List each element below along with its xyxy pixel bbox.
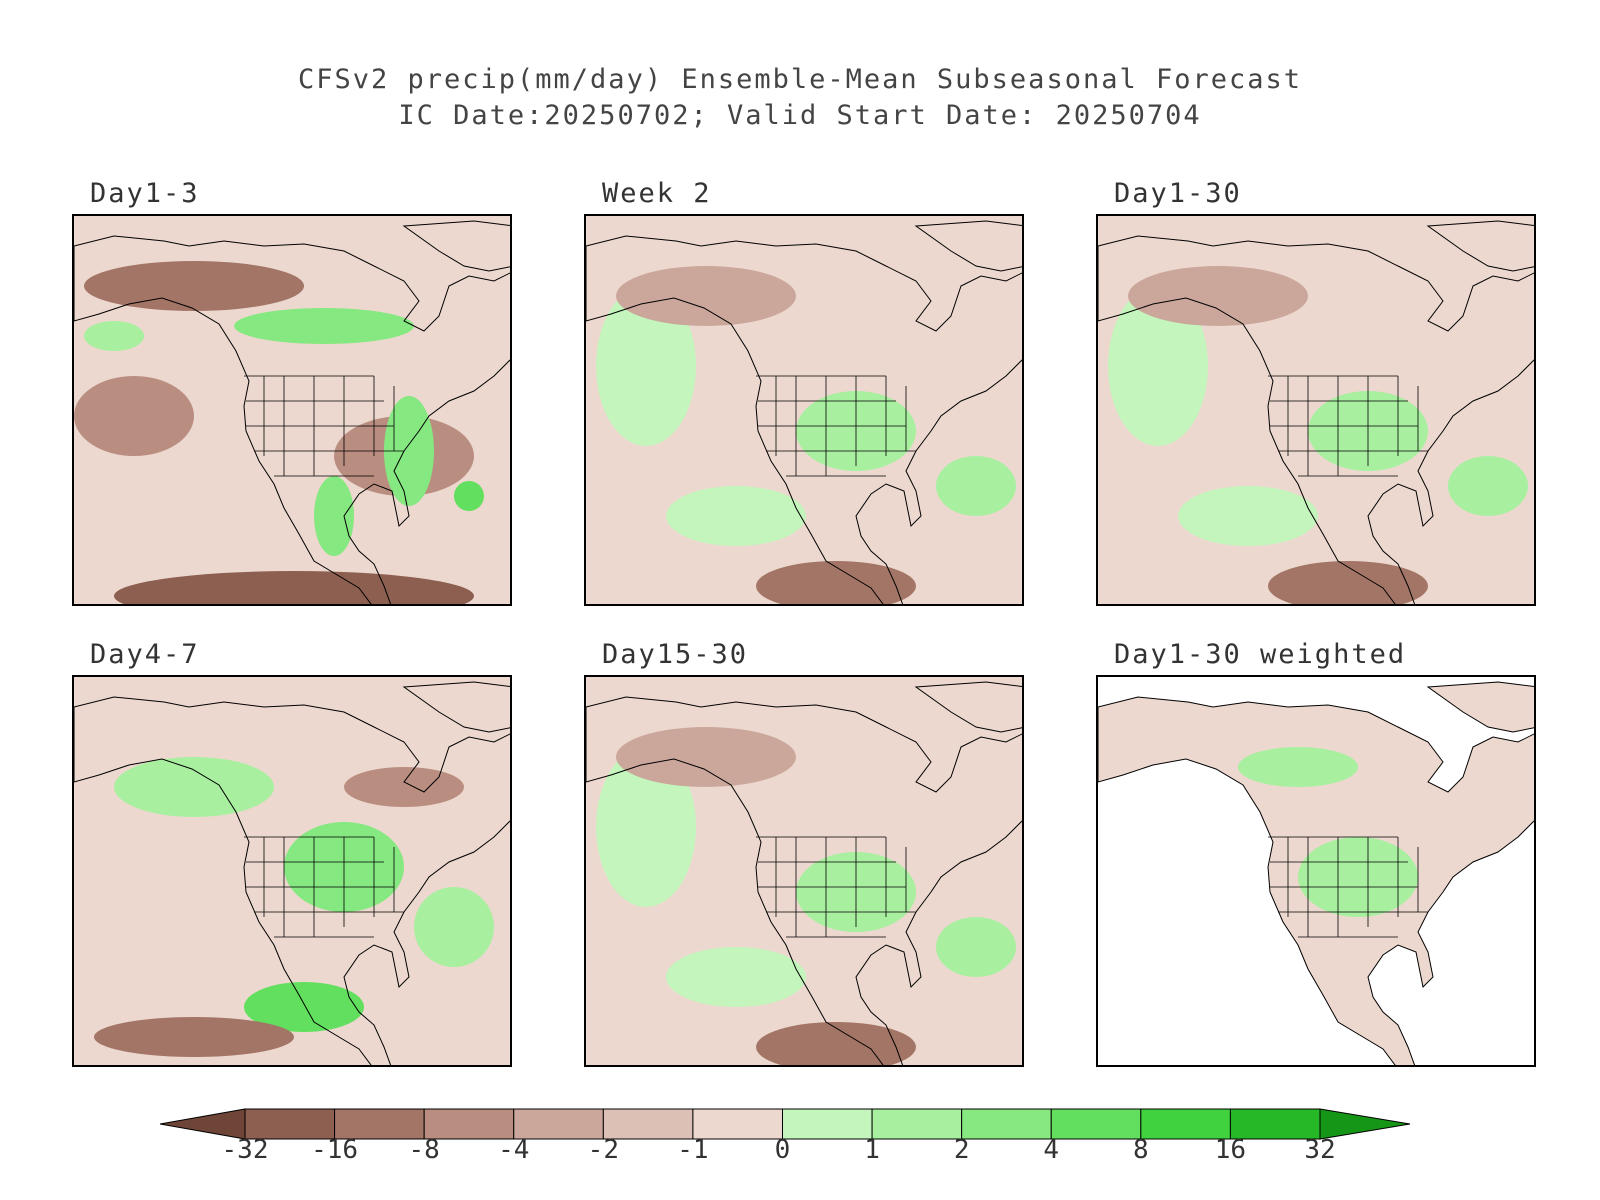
precip-anomaly-region [384,396,434,506]
precip-map [1096,214,1536,606]
panel-label: Week 2 [602,178,712,209]
colorbar-swatch [602,1108,694,1140]
precip-anomaly-region [84,321,144,351]
precip-anomaly-region [1178,486,1318,546]
precip-anomaly-region [114,571,474,604]
colorbar-tick-label: -32 [221,1135,269,1165]
chart-title-line-1: CFSv2 precip(mm/day) Ensemble-Mean Subse… [297,64,1303,95]
colorbar-swatch [961,1108,1052,1140]
chart-title-line-2: IC Date:20250702; Valid Start Date: 2025… [398,100,1202,131]
map-panel-day1-30-weighted: Day1-30 weighted [1096,639,1536,1067]
precip-anomaly-region [244,982,364,1032]
colorbar-right-arrow [1319,1108,1411,1140]
greenland-coastline [1426,220,1534,272]
precip-anomaly-region [1298,837,1418,917]
state-boundaries [1268,375,1428,477]
greenland-coastline [1426,681,1534,733]
greenland-coastline [402,681,510,733]
greenland-coastline [914,681,1022,733]
precip-anomaly-region [454,481,484,511]
state-boundaries [1268,836,1428,938]
map-canvas [586,677,1022,1065]
precip-anomaly-region [234,308,414,344]
coastline [1098,235,1534,604]
precip-anomaly-region [74,376,194,456]
precip-anomaly-region [936,917,1016,977]
colorbar-tick-label: -16 [311,1135,359,1165]
precip-anomaly-region [94,1017,294,1057]
colorbar-tick-label: -8 [408,1135,440,1165]
colorbar-tick-label: 8 [1133,1135,1149,1165]
panel-label: Day15-30 [602,639,749,670]
colorbar-swatch [244,1108,336,1140]
colorbar-swatch [692,1108,784,1140]
precip-anomaly-region [314,476,354,556]
precip-anomaly-region [1268,561,1428,604]
precip-anomaly-region [596,286,696,446]
greenland-fill [1428,682,1534,732]
precip-map [72,214,512,606]
colorbar-swatch [423,1108,515,1140]
coastline [74,696,510,1065]
state-boundaries [244,375,404,477]
panel-label: Day4-7 [90,639,200,670]
precip-map [584,675,1024,1067]
colorbar-tick-label: 4 [1043,1135,1060,1165]
map-panel-day1-3: Day1-3 [72,178,512,606]
precip-anomaly-region [596,747,696,907]
colorbar-tick-label: 32 [1304,1135,1336,1165]
map-canvas [74,216,510,604]
coastline [1098,696,1534,1065]
map-canvas [1098,677,1534,1065]
precip-anomaly-region [616,266,796,326]
precip-anomaly-region [936,456,1016,516]
map-canvas [74,677,510,1065]
state-boundaries [756,836,916,938]
precip-anomaly-region [414,887,494,967]
panel-label: Day1-30 weighted [1114,639,1407,670]
map-panel-week-2: Week 2 [584,178,1024,606]
colorbar-swatch [782,1108,873,1140]
precip-anomaly-region [756,1022,916,1065]
colorbar-tick-label: 16 [1214,1135,1247,1165]
precip-anomaly-region [666,486,806,546]
precip-anomaly-region [1238,747,1358,787]
colorbar-tick-label: 0 [774,1135,791,1165]
colorbar-swatch [513,1108,604,1140]
colorbar-swatch [871,1108,963,1140]
state-boundaries [244,836,404,938]
coastline [586,235,1022,604]
precip-anomaly-region [616,727,796,787]
precip-anomaly-region [84,261,304,311]
colorbar-swatch [1050,1108,1142,1140]
greenland-coastline [914,220,1022,272]
colorbar-tick-label: -1 [677,1135,709,1165]
precip-anomaly-region [114,757,274,817]
precip-anomaly-region [756,561,916,604]
precip-anomaly-region [344,767,464,807]
map-panel-day1-30: Day1-30 [1096,178,1536,606]
greenland-coastline [402,220,510,272]
state-boundaries [756,375,916,477]
colorbar [160,1108,1411,1140]
precip-anomaly-region [1108,286,1208,446]
panel-label: Day1-3 [90,178,200,209]
precip-map [584,214,1024,606]
precip-anomaly-region [1448,456,1528,516]
panel-label: Day1-30 [1114,178,1242,209]
coastline [74,235,510,604]
precip-map [72,675,512,1067]
precip-anomaly-region [1128,266,1308,326]
colorbar-tick-label: 2 [953,1135,970,1165]
colorbar-tick-label: -4 [498,1135,530,1165]
precip-map [1096,675,1536,1067]
map-canvas [1098,216,1534,604]
coastline [586,696,1022,1065]
precip-anomaly-region [666,947,806,1007]
colorbar-tick-label: -2 [587,1135,619,1165]
colorbar-tick-label: 1 [864,1135,880,1165]
map-panel-day15-30: Day15-30 [584,639,1024,1067]
map-panel-day4-7: Day4-7 [72,639,512,1067]
map-canvas [586,216,1022,604]
